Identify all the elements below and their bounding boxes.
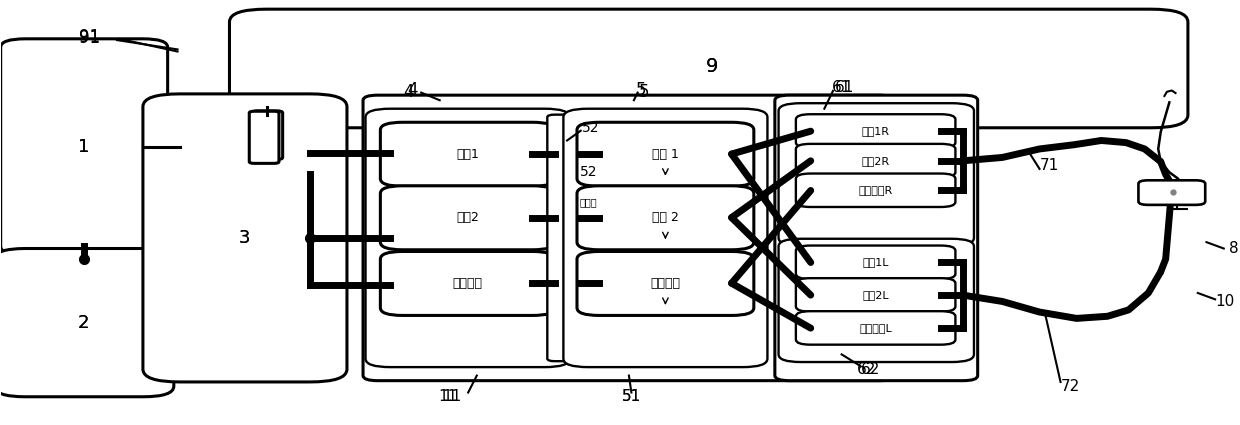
Text: 51: 51: [621, 389, 641, 404]
FancyBboxPatch shape: [143, 94, 347, 382]
Text: 61: 61: [835, 80, 854, 95]
FancyBboxPatch shape: [1, 39, 167, 255]
Text: 51: 51: [621, 389, 641, 404]
Text: 8: 8: [1229, 241, 1239, 256]
Text: 61: 61: [832, 80, 852, 95]
Text: 1: 1: [78, 138, 89, 156]
FancyBboxPatch shape: [796, 278, 955, 312]
Text: 阀门1: 阀门1: [456, 148, 479, 161]
Text: 5: 5: [636, 81, 646, 99]
Text: 52: 52: [579, 165, 596, 179]
Text: 阀门温水: 阀门温水: [453, 277, 482, 290]
Text: 3: 3: [238, 229, 250, 247]
Text: 9: 9: [706, 57, 718, 76]
FancyBboxPatch shape: [249, 111, 279, 163]
Text: 2: 2: [78, 314, 89, 332]
Text: 阀门温水R: 阀门温水R: [858, 185, 893, 195]
Text: 气呁 1: 气呁 1: [652, 148, 678, 161]
Text: 气呁温水: 气呁温水: [651, 277, 681, 290]
Text: 4: 4: [403, 83, 414, 101]
FancyBboxPatch shape: [252, 111, 283, 159]
FancyBboxPatch shape: [796, 144, 955, 177]
FancyBboxPatch shape: [779, 103, 973, 246]
Text: 4: 4: [407, 81, 418, 99]
Text: 62: 62: [861, 362, 879, 377]
Text: 阀门1R: 阀门1R: [862, 126, 889, 136]
FancyBboxPatch shape: [0, 249, 174, 397]
Text: 5: 5: [639, 83, 649, 101]
FancyBboxPatch shape: [796, 311, 955, 345]
FancyBboxPatch shape: [381, 186, 554, 250]
FancyBboxPatch shape: [796, 114, 955, 148]
FancyBboxPatch shape: [381, 122, 554, 186]
FancyBboxPatch shape: [577, 252, 754, 315]
Text: 加热器: 加热器: [579, 197, 598, 207]
FancyBboxPatch shape: [229, 9, 1188, 128]
Text: 72: 72: [1060, 379, 1080, 394]
FancyBboxPatch shape: [577, 186, 754, 250]
Text: 62: 62: [857, 362, 875, 377]
Text: 2: 2: [78, 314, 89, 332]
Text: 阀门2R: 阀门2R: [862, 156, 890, 166]
Text: 阀门2L: 阀门2L: [862, 290, 889, 300]
Text: 9: 9: [706, 57, 718, 76]
Text: 气呁 2: 气呁 2: [652, 211, 678, 224]
Text: 71: 71: [1040, 158, 1059, 173]
FancyBboxPatch shape: [366, 109, 569, 367]
Text: 11: 11: [443, 389, 461, 404]
Text: 阀门1L: 阀门1L: [862, 257, 889, 267]
Text: 11: 11: [439, 389, 458, 404]
Text: 阀门温水L: 阀门温水L: [859, 323, 892, 333]
FancyBboxPatch shape: [779, 239, 973, 362]
Text: 52: 52: [582, 121, 599, 135]
FancyBboxPatch shape: [796, 173, 955, 207]
Text: 10: 10: [1215, 294, 1235, 309]
FancyBboxPatch shape: [381, 252, 554, 315]
FancyBboxPatch shape: [796, 246, 955, 279]
Text: 3: 3: [238, 229, 250, 247]
Text: 91: 91: [79, 28, 100, 47]
FancyBboxPatch shape: [547, 115, 587, 361]
Text: 1: 1: [78, 138, 89, 156]
Text: 阀门2: 阀门2: [456, 211, 479, 224]
Text: 91: 91: [79, 28, 100, 46]
FancyBboxPatch shape: [1138, 180, 1205, 205]
FancyBboxPatch shape: [577, 122, 754, 186]
FancyBboxPatch shape: [775, 95, 977, 381]
FancyBboxPatch shape: [363, 95, 894, 381]
FancyBboxPatch shape: [563, 109, 768, 367]
